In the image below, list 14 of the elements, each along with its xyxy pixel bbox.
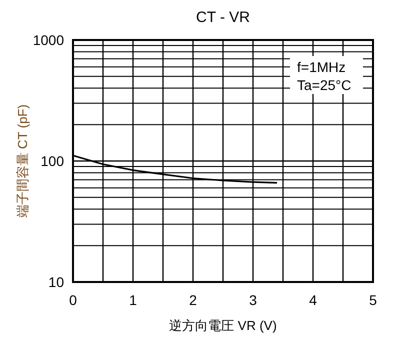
y-axis-title: 端子間容量 CT (pF): [15, 104, 30, 218]
x-tick-label: 5: [369, 292, 378, 308]
x-tick-label: 3: [249, 292, 258, 308]
annotation: f=1MHz: [297, 59, 346, 75]
x-tick-label: 0: [69, 292, 78, 308]
y-tick-label: 10: [48, 274, 64, 290]
x-tick-label: 2: [189, 292, 198, 308]
y-tick-label: 100: [40, 153, 64, 169]
x-tick-label: 1: [129, 292, 138, 308]
chart-title: CT - VR: [196, 9, 250, 26]
y-tick-label: 1000: [32, 32, 64, 48]
annotation: Ta=25°C: [297, 77, 352, 93]
x-axis-title: 逆方向電圧 VR (V): [169, 318, 277, 333]
x-tick-label: 4: [309, 292, 318, 308]
